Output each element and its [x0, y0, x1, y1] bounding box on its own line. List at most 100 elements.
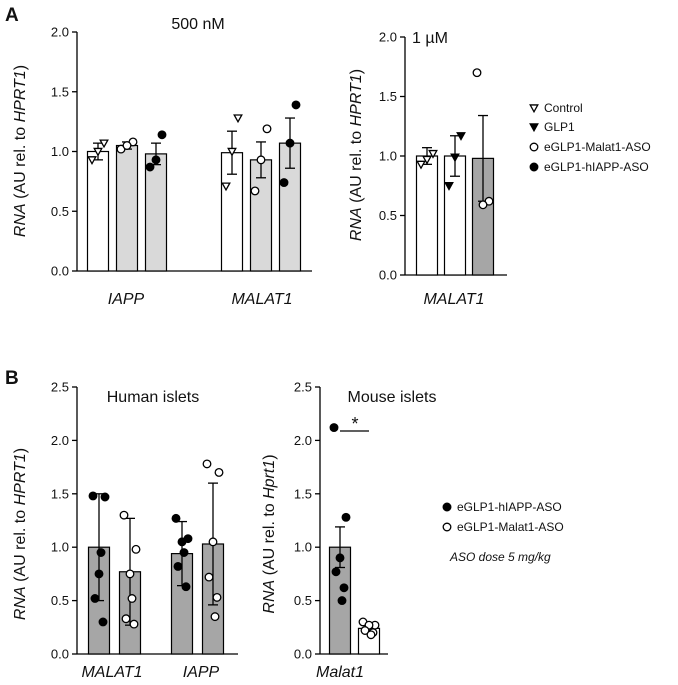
- data-point: [472, 68, 482, 78]
- y-axis-label: RNA (AU rel. to HPRT1): [12, 448, 29, 620]
- legend-label-malat1-aso: eGLP1-Malat1-ASO: [544, 140, 651, 154]
- x-tick-label-malat1: Malat1: [316, 664, 364, 681]
- y-tick-label: 0.0: [51, 264, 69, 279]
- y-tick-label: 0.0: [379, 268, 397, 283]
- data-point: [227, 147, 237, 157]
- y-tick-label: 2.0: [379, 30, 397, 45]
- y-tick-label: 0.5: [51, 204, 69, 219]
- y-tick-label: 2.0: [294, 433, 312, 448]
- y-tick-label: 1.5: [379, 89, 397, 104]
- x-tick-label-malat1: MALAT1: [231, 291, 292, 308]
- data-point: [98, 617, 108, 627]
- chart-title: Human islets: [107, 389, 199, 406]
- data-point: [204, 572, 214, 582]
- data-point: [202, 459, 212, 469]
- y-tick-label: 2.5: [294, 380, 312, 395]
- data-point: [100, 492, 110, 502]
- data-point: [87, 156, 97, 166]
- legend-b: eGLP1-hIAPP-ASO eGLP1-Malat1-ASO ASO dos…: [449, 500, 564, 564]
- data-point: [88, 491, 98, 501]
- legend-marker: [529, 142, 539, 152]
- x-tick-label-iapp: IAPP: [183, 664, 220, 681]
- data-point: [337, 596, 347, 606]
- data-point: [285, 138, 295, 148]
- data-point: [212, 592, 222, 602]
- data-point: [131, 544, 141, 554]
- data-point: [256, 155, 266, 165]
- chart-title: 500 nM: [171, 16, 224, 33]
- y-tick-label: 0.0: [294, 647, 312, 662]
- data-point: [428, 149, 438, 159]
- y-axis-label: RNA (AU rel. to HPRT1): [348, 69, 365, 241]
- x-tick-label-malat1: MALAT1: [423, 291, 484, 308]
- legend-marker: [529, 123, 539, 133]
- legend-label-glp1: GLP1: [544, 120, 575, 134]
- chart-mouse-islets: Mouse islets RNA (AU rel. to Hprt1) Mala…: [261, 380, 564, 682]
- data-point: [129, 619, 139, 629]
- y-tick-label: 1.5: [51, 486, 69, 501]
- data-point: [456, 132, 466, 141]
- data-point: [127, 594, 137, 603]
- data-point: [96, 548, 106, 557]
- data-point: [99, 139, 109, 149]
- y-tick-label: 1.5: [294, 486, 312, 501]
- y-tick-label: 1.0: [51, 540, 69, 555]
- data-point: [450, 153, 460, 163]
- y-axis-label: RNA (AU rel. to HPRT1): [12, 65, 29, 237]
- data-point: [179, 548, 189, 557]
- legend-label-hiapp-aso: eGLP1-hIAPP-ASO: [544, 160, 649, 174]
- data-point: [90, 594, 100, 603]
- legend-label-hiapp-aso: eGLP1-hIAPP-ASO: [457, 500, 562, 514]
- y-axis-label: RNA (AU rel. to Hprt1): [261, 454, 278, 613]
- panel-b-label: B: [5, 368, 19, 389]
- data-point: [157, 130, 167, 140]
- data-point: [221, 182, 231, 192]
- data-point: [208, 537, 218, 547]
- y-tick-label: 1.0: [379, 149, 397, 164]
- chart-title: 1 µM: [412, 30, 448, 47]
- legend-label-control: Control: [544, 101, 583, 115]
- y-tick-label: 1.0: [51, 144, 69, 159]
- data-point: [416, 160, 426, 170]
- data-point: [360, 626, 370, 635]
- data-point: [181, 582, 191, 592]
- data-point: [122, 141, 132, 150]
- y-tick-label: 0.0: [51, 647, 69, 662]
- data-point: [121, 614, 131, 624]
- data-point: [119, 510, 129, 520]
- data-point: [262, 124, 272, 134]
- bar: [144, 153, 168, 272]
- chart-title: Mouse islets: [348, 389, 437, 406]
- data-point: [177, 537, 187, 547]
- data-point: [173, 561, 183, 571]
- bar: [86, 150, 110, 272]
- chart-500nm: 500 nM RNA (AU rel. to HPRT1) IAPP MALAT…: [12, 16, 312, 308]
- y-tick-label: 1.5: [51, 84, 69, 99]
- legend-marker: [529, 104, 539, 114]
- bar: [115, 144, 139, 272]
- x-tick-label-malat1: MALAT1: [81, 664, 142, 681]
- data-point: [93, 147, 103, 157]
- data-point: [279, 178, 289, 188]
- data-point: [331, 567, 341, 577]
- panel-a-label: A: [5, 5, 19, 26]
- data-point: [171, 513, 181, 523]
- y-tick-label: 1.0: [294, 540, 312, 555]
- chart-human-islets: Human islets RNA (AU rel. to HPRT1) MALA…: [12, 380, 238, 681]
- y-tick-label: 2.0: [51, 25, 69, 40]
- data-point: [444, 182, 454, 191]
- data-point: [233, 114, 243, 124]
- data-point: [210, 612, 220, 622]
- legend-marker: [529, 162, 539, 172]
- y-tick-label: 0.5: [294, 593, 312, 608]
- y-tick-label: 0.5: [51, 593, 69, 608]
- legend-marker: [442, 502, 452, 512]
- data-point: [145, 162, 155, 172]
- legend-label-malat1-aso: eGLP1-Malat1-ASO: [457, 520, 564, 534]
- data-point: [478, 200, 488, 210]
- data-point: [335, 553, 345, 563]
- data-point: [94, 569, 104, 579]
- data-point: [422, 155, 432, 165]
- data-point: [125, 569, 135, 579]
